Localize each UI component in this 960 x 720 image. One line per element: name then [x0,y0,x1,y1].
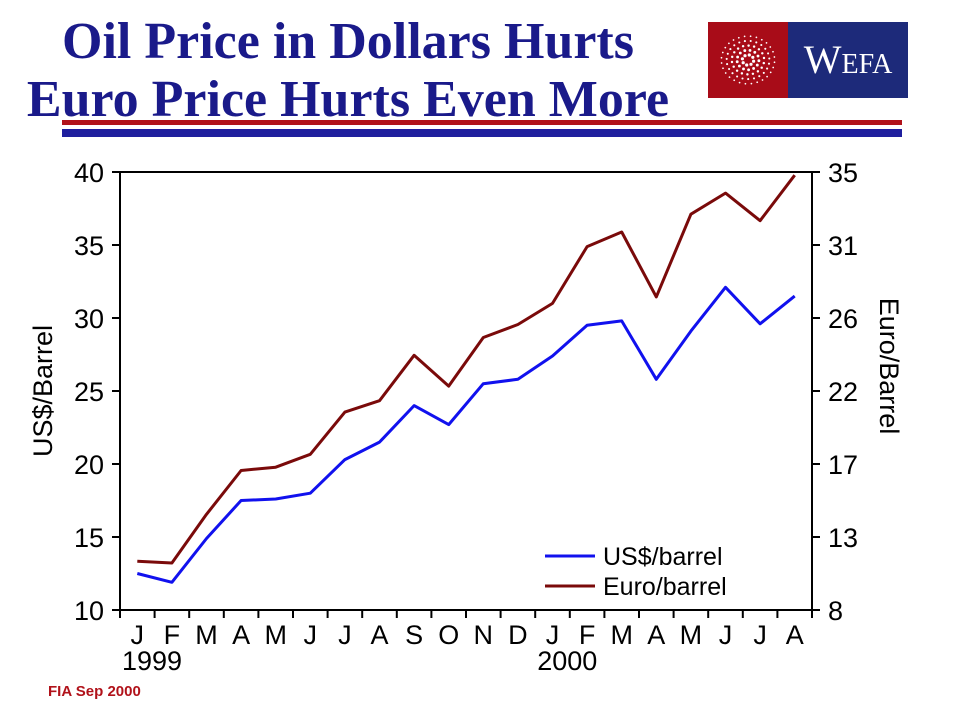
header-rule-blue [62,129,902,137]
y-axis-title-right: Euro/Barrel [874,298,904,435]
x-tick-label: M [680,620,703,650]
y-tick-label-right: 35 [828,158,858,188]
x-tick-label: A [370,620,388,650]
x-tick-label: F [164,620,181,650]
x-tick-label: J [131,620,145,650]
y-tick-label-right: 22 [828,377,858,407]
x-tick-label: J [304,620,318,650]
x-tick-label: N [474,620,494,650]
x-tick-label: M [610,620,633,650]
logo-sphere-mark [708,22,788,98]
x-year-label: 1999 [122,646,182,676]
header-rule-red [62,120,902,125]
title-line-2: Euro Price Hurts Even More [26,71,670,128]
series-line-euro [137,174,796,565]
y-axis-title-left: US$/Barrel [28,325,58,457]
legend-label-usd: US$/barrel [603,543,723,571]
x-tick-label: J [546,620,560,650]
wefa-logo: WEFA [708,22,908,98]
x-tick-label: A [786,620,804,650]
logo-wordmark-panel: WEFA [788,22,908,98]
title-line-1: Oil Price in Dollars Hurts [62,13,634,70]
x-tick-label: F [579,620,596,650]
legend-label-euro: Euro/barrel [603,573,727,601]
y-tick-label-right: 31 [828,231,858,261]
y-tick-label-right: 17 [828,450,858,480]
x-tick-label: M [264,620,287,650]
series-line-usd [136,285,796,584]
y-tick-label-left: 40 [74,158,104,188]
y-tick-label-right: 13 [828,523,858,553]
y-tick-label-left: 10 [74,596,104,626]
x-tick-label: S [405,620,423,650]
x-tick-label: O [438,620,459,650]
y-tick-label-right: 26 [828,304,858,334]
x-tick-label: J [338,620,352,650]
logo-wordmark: WEFA [803,37,893,82]
x-tick-label: J [753,620,767,650]
footer-source-note: FIA Sep 2000 [48,683,141,700]
x-tick-label: D [508,620,528,650]
y-tick-label-left: 35 [74,231,104,261]
x-tick-label: M [195,620,218,650]
y-tick-label-left: 15 [74,523,104,553]
y-tick-label-right: 8 [828,596,843,626]
y-tick-label-left: 20 [74,450,104,480]
x-year-label: 2000 [537,646,597,676]
y-tick-label-left: 30 [74,304,104,334]
y-tick-label-left: 25 [74,377,104,407]
x-tick-label: J [719,620,733,650]
x-tick-label: A [232,620,250,650]
x-tick-label: A [647,620,665,650]
logo-dot-sphere-icon [720,35,776,85]
